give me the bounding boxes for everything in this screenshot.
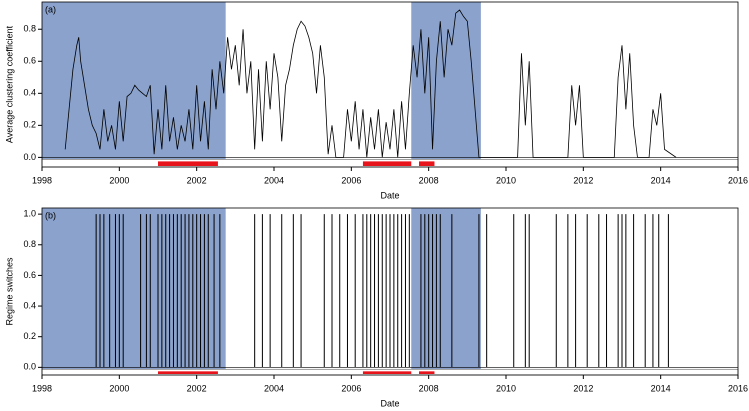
regime-shade [42, 208, 226, 370]
x-tick-label: 2004 [264, 383, 284, 393]
x-tick-label: 1998 [32, 175, 52, 185]
x-axis-label: Date [380, 398, 399, 408]
x-tick-label: 2000 [109, 383, 129, 393]
x-tick-label: 2016 [728, 383, 748, 393]
y-tick-label: 0.4 [23, 88, 36, 98]
y-tick-label: 0.0 [23, 362, 36, 372]
y-tick-label: 0.6 [23, 270, 36, 280]
regime-shade [42, 2, 226, 160]
red-interval [419, 161, 435, 166]
x-tick-label: 2016 [728, 175, 748, 185]
panel-label: (b) [45, 210, 56, 220]
y-tick-label: 0.2 [23, 120, 36, 130]
x-tick-label: 2006 [341, 383, 361, 393]
y-axis-label: Regime switches [4, 257, 14, 326]
red-interval [419, 371, 435, 374]
x-tick-label: 2012 [573, 383, 593, 393]
regime-shade [411, 2, 481, 160]
x-tick-label: 2010 [496, 383, 516, 393]
x-tick-label: 2002 [187, 383, 207, 393]
x-tick-label: 2010 [496, 175, 516, 185]
x-tick-label: 2012 [573, 175, 593, 185]
data-line [64, 9, 677, 158]
y-tick-label: 0.2 [23, 331, 36, 341]
panel-label: (a) [45, 4, 56, 14]
red-interval [362, 371, 412, 374]
y-tick-label: 0.8 [23, 24, 36, 34]
x-tick-label: 1998 [32, 383, 52, 393]
red-interval [158, 161, 218, 166]
x-tick-label: 2000 [109, 175, 129, 185]
x-tick-label: 2014 [651, 383, 671, 393]
y-tick-label: 0.0 [23, 152, 36, 162]
y-axis-label: Average clustering coefficient [4, 25, 14, 143]
y-tick-label: 0.8 [23, 239, 36, 249]
x-axis-label: Date [380, 190, 399, 200]
plot-frame [41, 207, 739, 376]
x-tick-label: 2008 [419, 383, 439, 393]
x-tick-label: 2004 [264, 175, 284, 185]
regime-shade [411, 208, 481, 370]
y-tick-label: 0.6 [23, 56, 36, 66]
y-tick-label: 0.4 [23, 300, 36, 310]
x-tick-label: 2002 [187, 175, 207, 185]
x-tick-label: 2014 [651, 175, 671, 185]
red-interval [362, 161, 412, 166]
red-interval [158, 371, 218, 374]
x-tick-label: 2006 [341, 175, 361, 185]
y-tick-label: 1.0 [23, 209, 36, 219]
x-tick-label: 2008 [419, 175, 439, 185]
plot-frame [41, 1, 739, 168]
